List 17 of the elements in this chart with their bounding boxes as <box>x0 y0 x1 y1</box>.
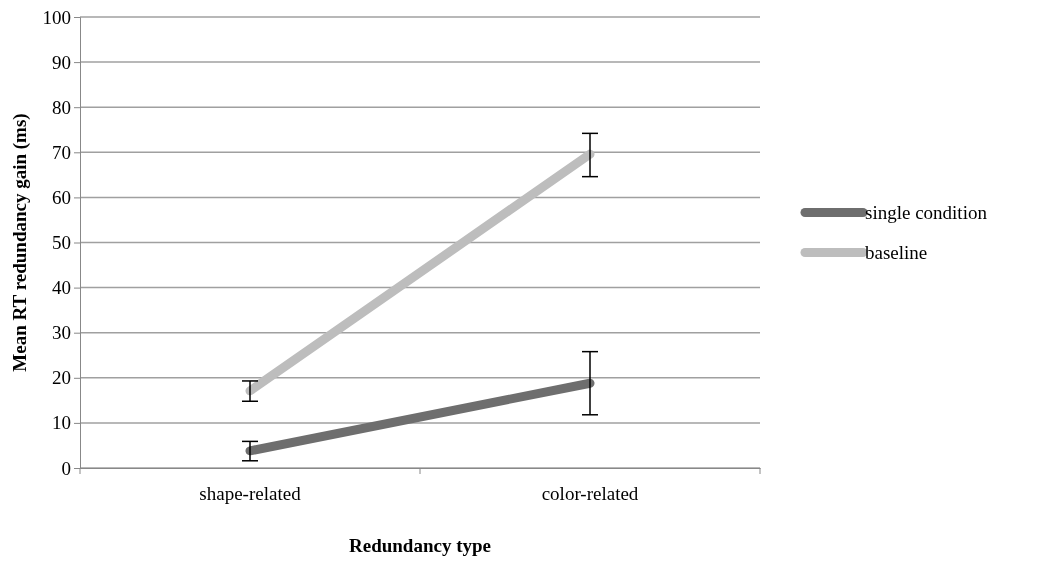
y-tick-label: 50 <box>52 232 71 254</box>
x-tick-label: color-related <box>541 482 639 504</box>
x-tick-label: shape-related <box>199 482 302 504</box>
y-tick-label: 60 <box>52 186 71 208</box>
x-axis-title: Redundancy type <box>349 535 491 556</box>
legend-label: baseline <box>865 242 928 264</box>
y-tick-label: 100 <box>42 6 71 28</box>
y-tick-label: 10 <box>52 412 71 434</box>
y-tick-label: 80 <box>52 96 71 118</box>
y-tick-label: 70 <box>52 141 71 163</box>
y-tick-label: 20 <box>52 367 71 389</box>
y-axis-title: Mean RT redundancy gain (ms) <box>9 113 31 372</box>
y-tick-label: 0 <box>61 457 71 479</box>
legend-label: single condition <box>865 202 988 224</box>
y-tick-label: 40 <box>52 277 71 299</box>
y-tick-label: 30 <box>52 322 71 344</box>
y-tick-label: 90 <box>52 51 71 73</box>
